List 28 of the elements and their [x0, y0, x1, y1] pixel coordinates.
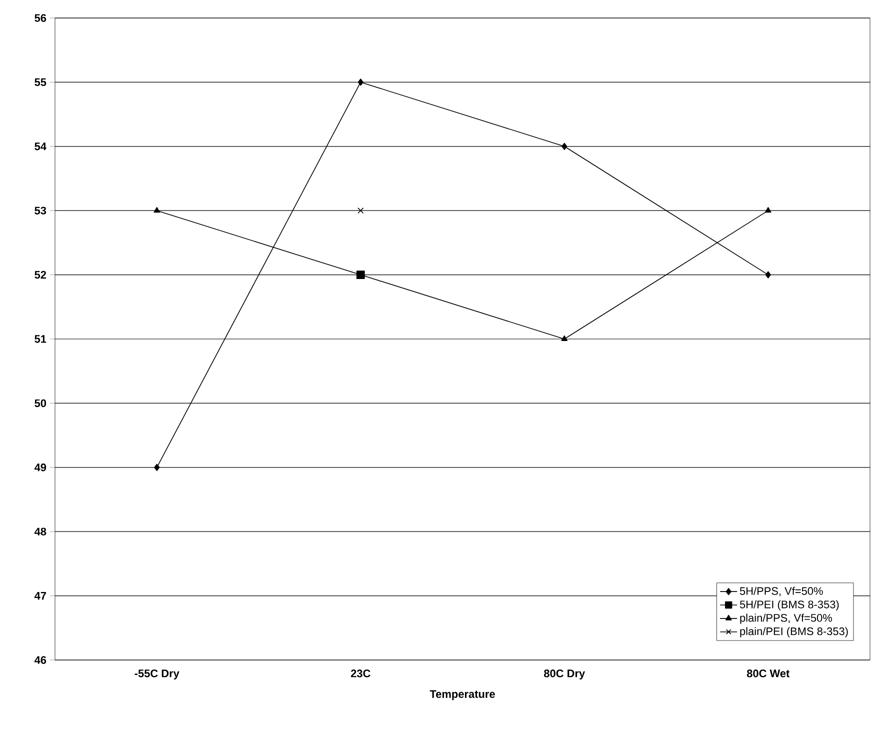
point	[154, 464, 160, 471]
y-tick-label: 53	[34, 206, 46, 214]
x-tick-label: 23C	[350, 670, 370, 678]
legend-label: 5H/PEI (BMS 8-353)	[740, 600, 839, 610]
y-tick-label: 51	[34, 335, 46, 343]
point	[154, 207, 160, 213]
y-tick-label: 55	[34, 78, 46, 86]
y-tick-label: 50	[34, 399, 46, 408]
legend-label: 5H/PPS, Vf=50%	[740, 586, 823, 596]
y-tick-label: 48	[34, 528, 46, 536]
point	[561, 335, 568, 341]
y-tick-label: 49	[34, 464, 46, 472]
y-tick-label: 46	[34, 656, 46, 664]
x-tick-label: -55C Dry	[134, 670, 180, 680]
point	[562, 142, 568, 150]
y-tick-label: 56	[34, 14, 46, 22]
point	[358, 208, 364, 214]
legend-label: plain/PPS, Vf=50%	[740, 614, 832, 624]
x-tick-label: 80C Dry	[544, 670, 586, 680]
point	[358, 78, 364, 86]
point	[765, 271, 771, 278]
x-tick-label: 80C Wet	[746, 670, 790, 678]
x-axis-title: Temperature	[430, 690, 495, 700]
point	[764, 207, 772, 213]
y-tick-label: 54	[34, 142, 46, 150]
y-tick-label: 47	[34, 592, 46, 600]
y-tick-label: 52	[34, 270, 46, 279]
legend-label: plain/PEI (BMS 8-353)	[740, 627, 848, 638]
